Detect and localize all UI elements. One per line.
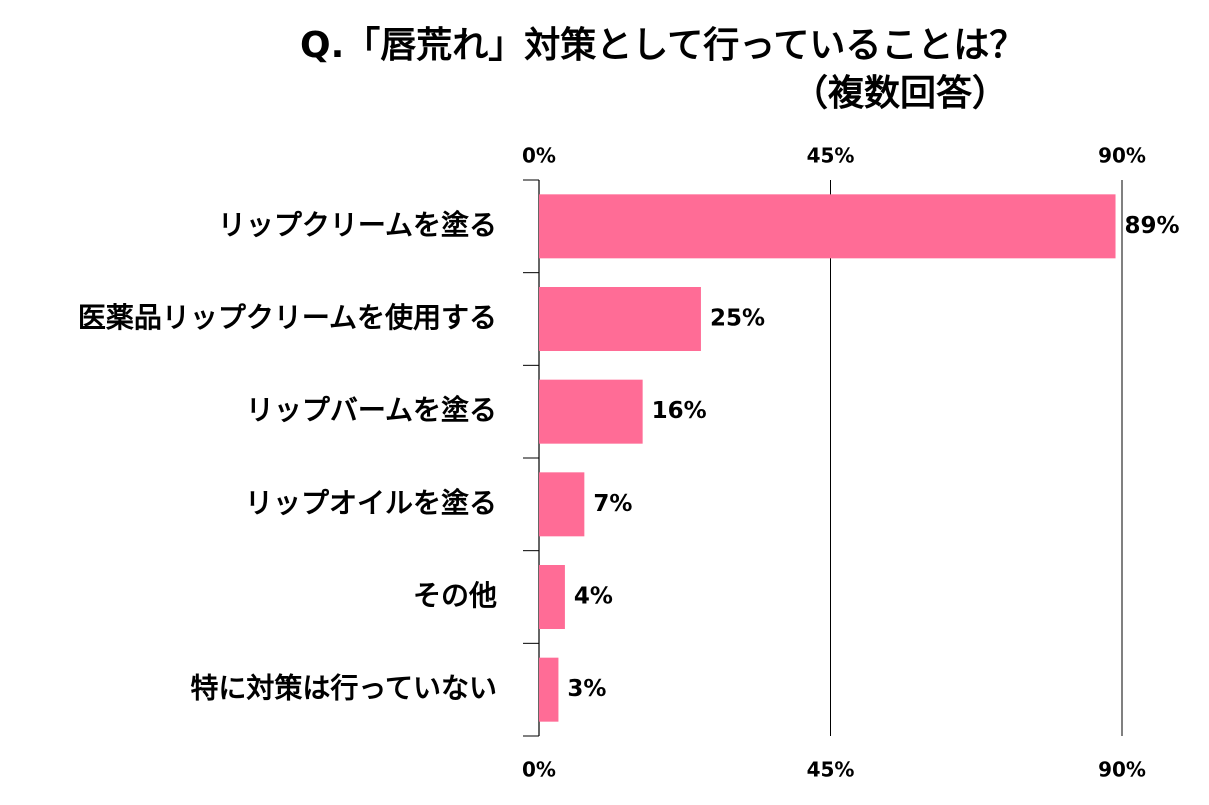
value-label-6: 3%: [567, 676, 606, 702]
value-label-1: 89%: [1125, 213, 1180, 239]
tick-label-bottom-0%: 0%: [522, 758, 556, 782]
bar-3: [539, 379, 643, 444]
chart-subtitle: （複数回答）: [792, 73, 1009, 114]
tick-labels: 0% 0% 45% 45% 90% 90%: [522, 144, 1146, 782]
bar-5: [539, 565, 565, 629]
category-label-6: 特に対策は行っていない: [190, 672, 497, 705]
value-label-3: 16%: [652, 398, 707, 424]
category-label-1: リップクリームを塗る: [218, 208, 497, 241]
value-labels: 89% 25% 16% 7% 4% 3%: [567, 213, 1179, 702]
value-label-2: 25%: [710, 306, 765, 332]
category-label-4: リップオイルを塗る: [245, 486, 497, 519]
category-labels: リップクリームを塗る医薬品リップクリームを使用するリップバームを塗るリップオイル…: [78, 208, 497, 704]
bar-6: [539, 657, 559, 722]
category-label-2: 医薬品リップクリームを使用する: [78, 301, 497, 334]
bar-2: [539, 287, 701, 351]
tick-label-top-90%: 90%: [1098, 144, 1146, 168]
bar-4: [539, 472, 585, 537]
bar-1: [539, 194, 1116, 259]
category-label-5: その他: [413, 579, 497, 612]
chart-title: Q.「唇荒れ」対策として行っていることは？: [300, 25, 1026, 66]
category-axis: [523, 179, 540, 737]
bars: [539, 194, 1116, 722]
category-label-3: リップバームを塗る: [246, 394, 497, 427]
value-label-5: 4%: [574, 584, 613, 610]
tick-label-top-0%: 0%: [522, 144, 556, 168]
value-label-4: 7%: [593, 491, 632, 517]
gridlines: [830, 180, 1123, 736]
tick-label-top-45%: 45%: [807, 144, 855, 168]
tick-label-bottom-90%: 90%: [1098, 758, 1146, 782]
tick-label-bottom-45%: 45%: [807, 758, 855, 782]
